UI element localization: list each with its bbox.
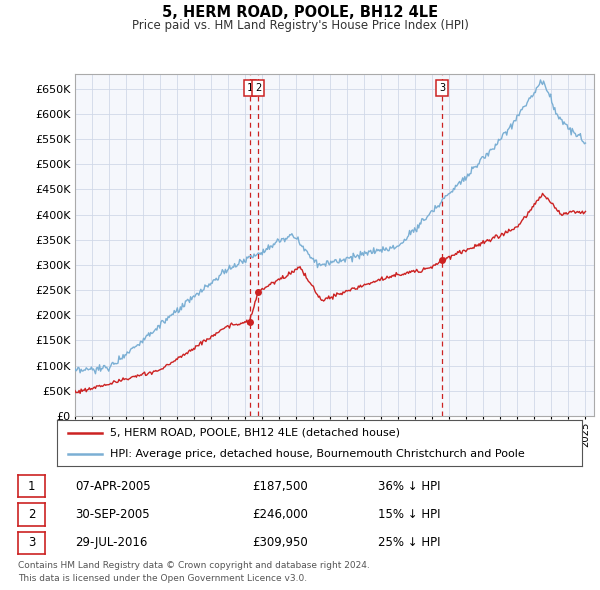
Text: £187,500: £187,500 [252,480,308,493]
Text: 5, HERM ROAD, POOLE, BH12 4LE: 5, HERM ROAD, POOLE, BH12 4LE [162,5,438,20]
Text: £246,000: £246,000 [252,508,308,521]
Text: 30-SEP-2005: 30-SEP-2005 [75,508,149,521]
Text: 15% ↓ HPI: 15% ↓ HPI [378,508,440,521]
Text: 1: 1 [247,83,253,93]
Text: 5, HERM ROAD, POOLE, BH12 4LE (detached house): 5, HERM ROAD, POOLE, BH12 4LE (detached … [110,428,400,438]
Text: Price paid vs. HM Land Registry's House Price Index (HPI): Price paid vs. HM Land Registry's House … [131,19,469,32]
Text: 36% ↓ HPI: 36% ↓ HPI [378,480,440,493]
Text: HPI: Average price, detached house, Bournemouth Christchurch and Poole: HPI: Average price, detached house, Bour… [110,448,524,458]
Text: Contains HM Land Registry data © Crown copyright and database right 2024.: Contains HM Land Registry data © Crown c… [18,561,370,570]
Text: 3: 3 [439,83,445,93]
Text: 2: 2 [28,508,35,521]
Text: 07-APR-2005: 07-APR-2005 [75,480,151,493]
Text: 25% ↓ HPI: 25% ↓ HPI [378,536,440,549]
Text: 2: 2 [255,83,261,93]
Text: This data is licensed under the Open Government Licence v3.0.: This data is licensed under the Open Gov… [18,574,307,583]
Text: 29-JUL-2016: 29-JUL-2016 [75,536,148,549]
Text: £309,950: £309,950 [252,536,308,549]
Text: 1: 1 [28,480,35,493]
Text: 3: 3 [28,536,35,549]
